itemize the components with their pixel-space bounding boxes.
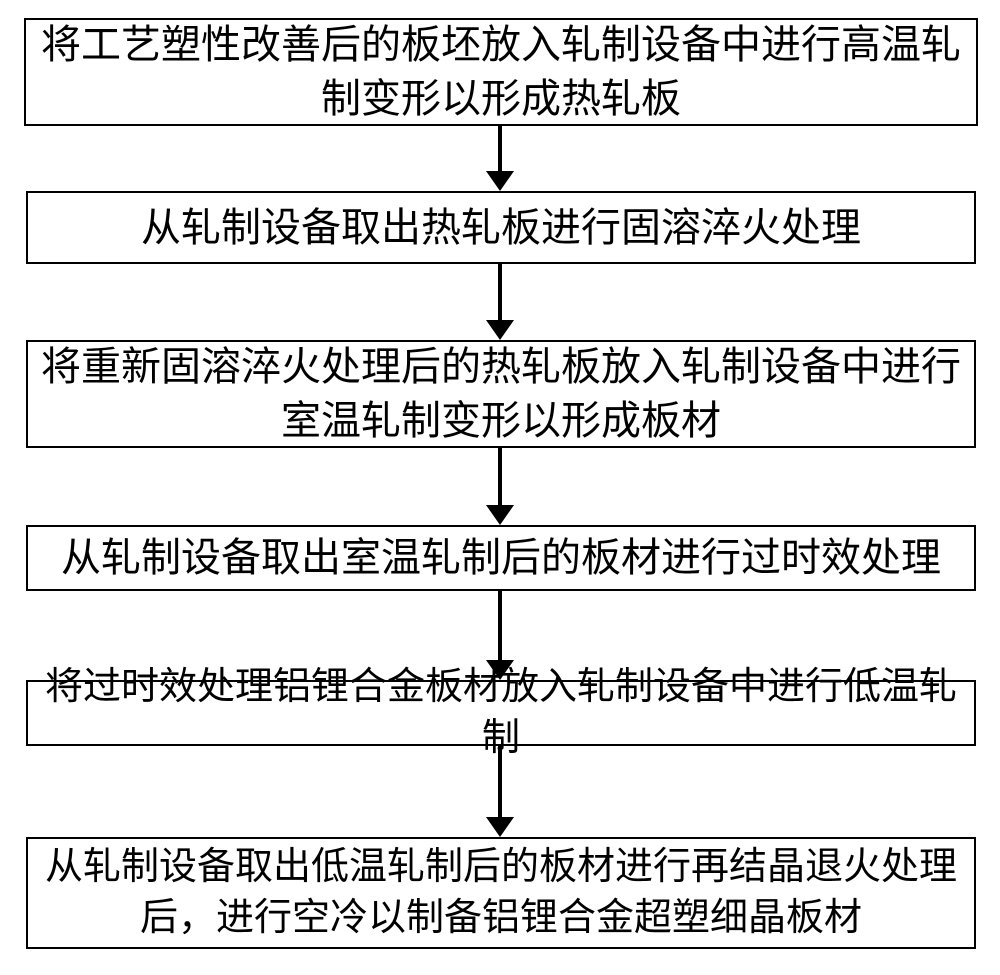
flow-arrow-1: [486, 126, 514, 191]
arrow-head-icon: [486, 171, 514, 191]
flow-arrow-2: [486, 264, 514, 340]
flow-step-1: 将工艺塑性改善后的板坯放入轧制设备中进行高温轧制变形以形成热轧板: [24, 18, 978, 126]
flow-step-text: 将重新固溶淬火处理后的热轧板放入轧制设备中进行室温轧制变形以形成板材: [38, 340, 964, 448]
arrow-head-icon: [486, 320, 514, 340]
arrow-line: [498, 264, 502, 320]
flow-step-5: 将过时效处理铝锂合金板材放入轧制设备中进行低温轧制: [26, 680, 976, 746]
arrow-line: [498, 126, 502, 171]
arrow-line: [498, 746, 502, 817]
flow-step-text: 将工艺塑性改善后的板坯放入轧制设备中进行高温轧制变形以形成热轧板: [36, 18, 966, 126]
flow-step-3: 将重新固溶淬火处理后的热轧板放入轧制设备中进行室温轧制变形以形成板材: [26, 340, 976, 448]
arrow-head-icon: [486, 817, 514, 837]
flow-step-6: 从轧制设备取出低温轧制后的板材进行再结晶退火处理后，进行空冷以制备铝锂合金超塑细…: [26, 837, 976, 949]
flowchart-container: 将工艺塑性改善后的板坯放入轧制设备中进行高温轧制变形以形成热轧板 从轧制设备取出…: [0, 0, 1000, 975]
flow-step-text: 从轧制设备取出热轧板进行固溶淬火处理: [141, 201, 861, 255]
flow-step-text: 从轧制设备取出室温轧制后的板材进行过时效处理: [61, 531, 941, 585]
flow-step-4: 从轧制设备取出室温轧制后的板材进行过时效处理: [26, 525, 976, 591]
arrow-line: [498, 448, 502, 505]
arrow-line: [498, 591, 502, 660]
arrow-head-icon: [486, 505, 514, 525]
flow-step-2: 从轧制设备取出热轧板进行固溶淬火处理: [26, 191, 976, 264]
flow-arrow-5: [486, 746, 514, 837]
flow-arrow-3: [486, 448, 514, 525]
flow-step-text: 从轧制设备取出低温轧制后的板材进行再结晶退火处理后，进行空冷以制备铝锂合金超塑细…: [38, 842, 964, 945]
